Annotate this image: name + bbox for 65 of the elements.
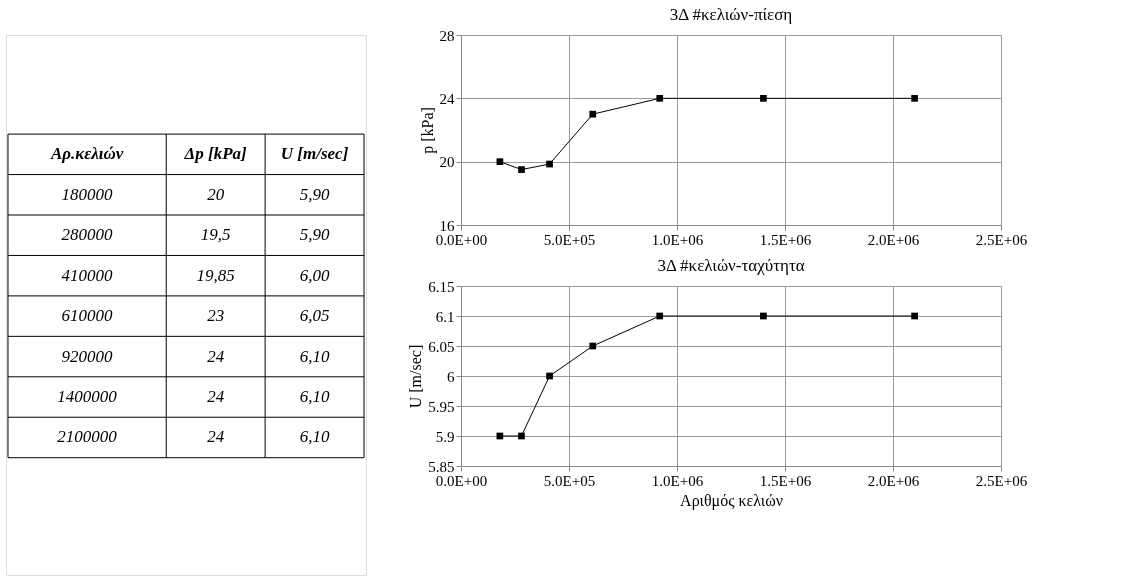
y-tick-label: 28 xyxy=(439,27,455,44)
text: 19,85 xyxy=(196,265,235,285)
text: 6,05 xyxy=(299,306,330,326)
y-tick-label: 24 xyxy=(439,90,455,107)
y-tick-label: 6 xyxy=(447,368,455,385)
point xyxy=(656,94,664,102)
text: 410000 xyxy=(61,265,114,285)
point xyxy=(518,166,525,173)
text: 6,10 xyxy=(299,387,330,407)
point xyxy=(760,94,767,102)
text: 24 xyxy=(207,387,225,407)
text: 610000 xyxy=(61,306,114,326)
text: 280000 xyxy=(61,225,114,245)
text: 24 xyxy=(207,427,225,447)
y-tick-label: 20 xyxy=(439,154,455,171)
text: Δp [kPa] xyxy=(183,144,248,164)
point xyxy=(518,432,525,440)
text: 24 xyxy=(207,346,225,366)
text: 2100000 xyxy=(57,427,118,447)
text: 920000 xyxy=(61,346,114,366)
point xyxy=(760,312,767,320)
point xyxy=(546,160,553,168)
x-tick-label: 0.0E+00 xyxy=(435,472,488,489)
x-tick-label: 5.0E+05 xyxy=(543,231,596,248)
x-tick-label: 1.0E+06 xyxy=(651,472,704,489)
text: 1400000 xyxy=(57,387,118,407)
text: 19,5 xyxy=(200,225,231,245)
x-tick-label: 1.5E+06 xyxy=(759,231,812,248)
text: 23 xyxy=(207,306,225,326)
text: 5,90 xyxy=(299,184,330,204)
x-tick-label: 5.0E+05 xyxy=(543,472,596,489)
y-tick-label: 5.95 xyxy=(428,398,455,415)
text: U [m/sec] xyxy=(280,144,349,164)
point xyxy=(911,94,918,102)
point xyxy=(589,110,597,118)
text: 6,10 xyxy=(299,346,330,366)
text: 6,00 xyxy=(299,265,330,285)
x-tick-label: 2.0E+06 xyxy=(867,472,920,489)
point xyxy=(589,342,597,350)
chart-title: 3Δ #κελιών-ταχύτητα xyxy=(657,256,805,275)
x-tick-label: 1.5E+06 xyxy=(759,472,812,489)
point xyxy=(496,158,504,166)
point xyxy=(546,372,553,380)
point xyxy=(911,312,918,320)
y-tick-label: 6.1 xyxy=(435,308,455,325)
x-tick-label: 2.5E+06 xyxy=(975,231,1028,248)
point xyxy=(656,312,664,320)
y-tick-label: 6.05 xyxy=(428,338,455,355)
y-axis-title: p [kPa] xyxy=(418,107,437,154)
x-tick-label: 1.0E+06 xyxy=(651,231,704,248)
chart-title: 3Δ #κελιών-πίεση xyxy=(669,5,793,24)
text: 20 xyxy=(207,184,225,204)
text: 180000 xyxy=(61,184,114,204)
x-tick-label: 2.0E+06 xyxy=(867,231,920,248)
y-tick-label: 6.15 xyxy=(428,278,455,295)
text: 5,90 xyxy=(299,225,330,245)
x-tick-label: 0.0E+00 xyxy=(435,231,488,248)
text: 6,10 xyxy=(299,427,330,447)
x-axis-title: Αριθμός κελιών xyxy=(680,491,783,510)
y-tick-label: 16 xyxy=(439,217,455,234)
y-tick-label: 5.9 xyxy=(435,428,455,445)
y-tick-label: 5.85 xyxy=(428,458,455,475)
y-axis-title: U [m/sec] xyxy=(407,344,425,409)
text: Αρ.κελιών xyxy=(49,144,124,164)
x-tick-label: 2.5E+06 xyxy=(975,472,1028,489)
